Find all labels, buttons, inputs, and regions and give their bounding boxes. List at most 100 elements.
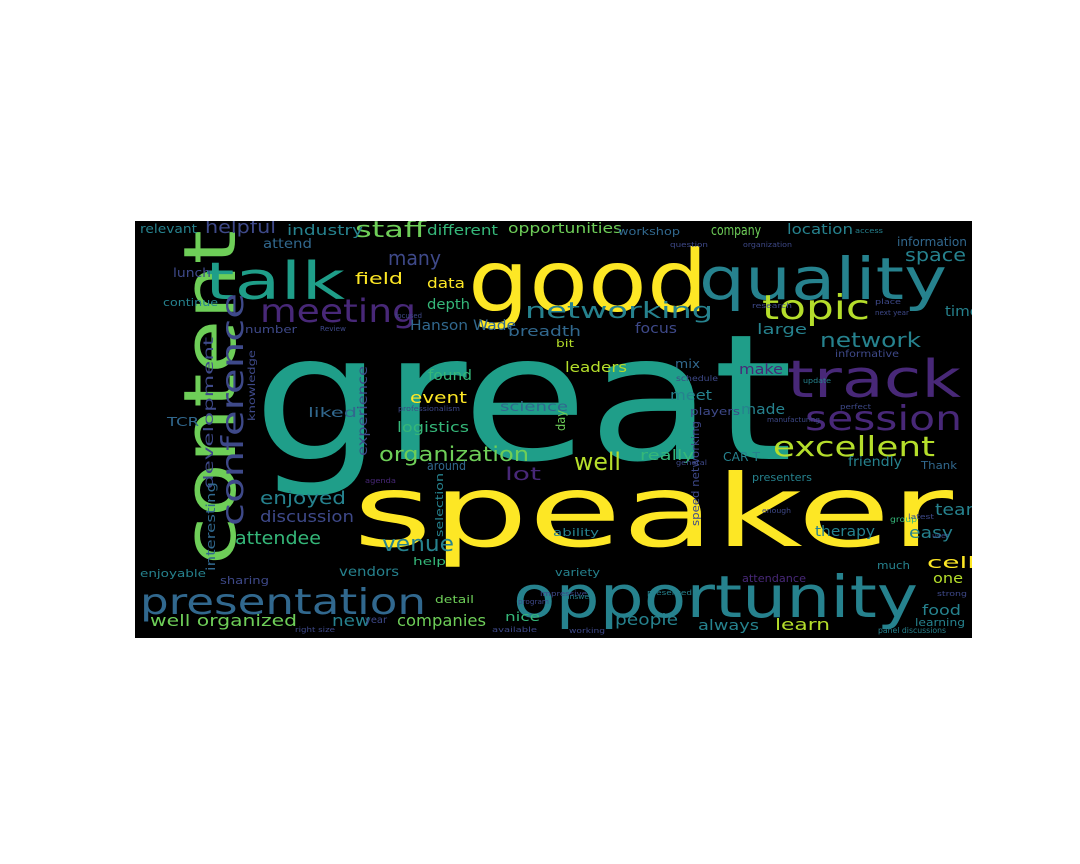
word-presented: presented [647,589,692,597]
word-program: program [518,598,549,606]
word-opportunity: opportunity [513,563,918,631]
word-people: people [615,610,678,629]
word-well-organized: well organized [150,611,297,630]
word-manufacturing: manufacturing [767,416,820,424]
word-detail: detail [435,593,474,606]
word-well: well [574,448,621,476]
word-research: research [752,302,792,310]
word-enough: enough [762,507,791,515]
word-meet: meet [670,388,713,404]
word-space: space [905,245,966,266]
word-companies: companies [397,611,486,630]
word-networking: networking [525,299,713,324]
word-number: number [245,323,298,336]
word-attendee: attendee [235,528,321,549]
word-made: made [741,402,785,418]
word-focused: focused [395,312,422,320]
word-always: always [698,618,759,634]
word-excellent: excellent [773,430,935,463]
word-impressive: Impressive [540,590,587,598]
word-answer: answer [565,593,592,601]
word-players: players [690,405,740,418]
word-experience: experience [356,366,371,456]
word-track: track [787,350,961,410]
word-topic: topic [762,288,870,328]
word-large: large [757,322,807,338]
word-quality: quality [699,245,947,313]
word-friendly: friendly [848,455,902,470]
word-one: one [933,571,963,587]
word-opportunities: opportunities [508,221,622,237]
word-group: group [890,515,917,524]
word-cell: cell [927,553,972,572]
word-knowledge: knowledge [247,350,258,421]
word-data: data [427,276,465,292]
word-learn: learn [775,615,830,634]
word-lot: lot [505,464,541,485]
word-company: company [711,223,761,239]
word-presentation: presentation [140,582,426,623]
word-nice: nice [505,610,540,624]
word-selection: selection [433,473,446,537]
word-vendors: vendors [339,565,399,580]
word-great: great [253,298,793,501]
word-food: food [922,603,961,619]
word-information: information [897,235,967,249]
word-helpful: helpful [205,221,276,238]
word-new: new [332,611,370,630]
word-cloud-background [135,221,972,638]
word-working: working [569,627,605,635]
word-science: science [500,400,568,415]
word-time: time [945,304,972,320]
word-learning: learning [915,616,965,629]
word-conference: conference [216,293,251,526]
word-car-t: CAR T [723,450,761,464]
word-location: location [787,222,853,238]
word-make: make [739,362,783,378]
word-industry: industry [287,223,363,239]
word-user: user [932,532,949,540]
word-discussion: discussion [260,507,354,526]
word-attendance: attendance [742,572,806,585]
word-review: Review [320,325,346,333]
word-many: many [388,246,441,270]
word-professionalism: professionalism [398,405,460,413]
word-update: update [803,377,831,385]
word-network: network [820,328,922,352]
word-enjoyed: enjoyed [260,488,346,509]
word-schedule: schedule [676,374,718,383]
word-bit: bit [556,337,575,350]
word-strong: strong [937,590,967,598]
word-depth: depth [427,297,470,313]
word-liked: liked [308,406,357,421]
word-development: development [202,337,217,489]
word-thank: Thank [920,459,958,472]
word-day: day [554,410,568,431]
word-sharing: sharing [220,574,269,587]
word-mix: mix [675,357,700,371]
word-therapy: therapy [815,524,875,540]
word-speed-networking: speed networking [689,421,702,526]
word-panel-discussions: panel discussions [878,626,946,635]
word-interesting: interesting [204,482,218,571]
word-workshop: workshop [618,225,680,238]
word-focus: focus [635,321,677,337]
word-help: help [413,555,446,568]
word-continue: continue [163,296,218,309]
word-around: around [427,459,466,473]
word-perfect: perfect [840,403,871,411]
word-leaders: leaders [565,360,627,376]
word-logistics: logistics [397,420,469,436]
word-year: year [365,615,388,626]
word-question: question [670,241,708,249]
word-informative: informative [835,349,899,360]
word-variety: variety [555,566,601,579]
word-staff: staff [355,221,427,243]
word-next-year: next year [875,309,909,317]
word-agenda: agenda [365,477,396,485]
word-lunch: lunch [173,266,211,280]
word-access: access [855,227,883,235]
word-tcr: TCR [166,415,199,429]
word-organization: organization [379,442,529,466]
